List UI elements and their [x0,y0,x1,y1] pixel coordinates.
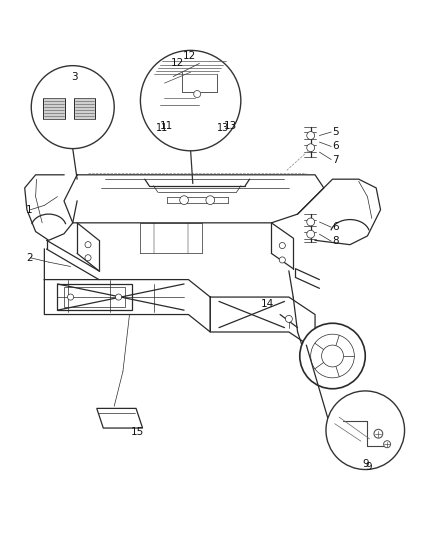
Text: 2: 2 [26,253,33,263]
Circle shape [279,243,286,248]
Circle shape [307,144,314,152]
Text: 15: 15 [131,427,144,438]
Circle shape [311,334,354,378]
Circle shape [307,230,314,238]
Circle shape [194,91,201,98]
Text: 9: 9 [365,462,372,472]
Circle shape [307,218,314,226]
Text: 1: 1 [26,205,33,215]
Circle shape [384,441,391,448]
Text: 14: 14 [261,298,274,309]
Text: 6: 6 [332,222,339,232]
Circle shape [180,196,188,205]
Circle shape [85,241,91,248]
FancyBboxPatch shape [43,98,65,119]
Text: 11: 11 [156,123,168,133]
Text: 6: 6 [332,141,339,151]
Circle shape [67,294,74,300]
Circle shape [374,430,383,438]
Circle shape [206,196,215,205]
FancyBboxPatch shape [74,98,95,119]
Text: 3: 3 [71,72,78,83]
Text: 13: 13 [217,123,230,133]
Circle shape [279,257,286,263]
Circle shape [31,66,114,149]
Text: 12: 12 [171,59,184,68]
Circle shape [141,51,241,151]
Text: 12: 12 [183,51,196,61]
Circle shape [286,316,292,322]
Circle shape [321,345,343,367]
Circle shape [116,294,122,300]
Circle shape [300,323,365,389]
Text: 5: 5 [332,127,339,137]
Circle shape [307,132,314,140]
Text: 11: 11 [160,121,173,131]
Circle shape [85,255,91,261]
Text: 7: 7 [332,155,339,165]
Text: 8: 8 [332,236,339,246]
Circle shape [326,391,405,470]
Text: 13: 13 [223,121,237,131]
Text: 9: 9 [362,459,369,469]
